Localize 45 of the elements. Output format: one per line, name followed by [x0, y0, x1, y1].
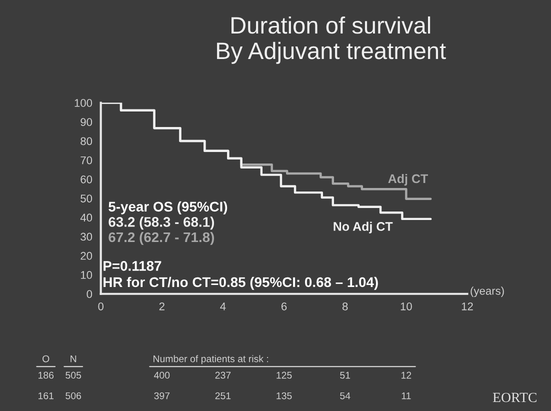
- annotation: HR for CT/no CT=0.85 (95%CI: 0.68 – 1.04): [104, 276, 378, 290]
- y-tick-label: 80: [80, 137, 92, 146]
- text: Number of patients at risk :: [154, 355, 268, 364]
- y-tick-label: 90: [80, 118, 92, 126]
- y-tick-label: 10: [80, 271, 92, 279]
- annotation: P=0.1187: [104, 261, 162, 271]
- y-tick-label: 100: [74, 99, 92, 107]
- text: 51: [340, 372, 350, 379]
- y-tick-label: 40: [80, 214, 92, 222]
- y-tick-label: 0: [86, 290, 92, 298]
- x-tick-label: 2: [159, 302, 164, 310]
- text: 186: [38, 372, 54, 379]
- y-tick-label: 30: [80, 232, 92, 241]
- annotation: 5-year OS (95%CI): [108, 201, 228, 214]
- text: O: [42, 355, 50, 362]
- text: 251: [215, 392, 231, 400]
- x-tick-label: 4: [220, 302, 226, 310]
- series-label: Adj CT: [388, 174, 428, 186]
- y-tick-label: 20: [80, 252, 92, 260]
- chart-title: Duration of survival By Adjuvant treatment: [217, 16, 446, 64]
- annotation: 63.2 (58.3 - 68.1): [108, 216, 214, 230]
- text: 237: [215, 372, 231, 379]
- x-axis-title: (years): [470, 286, 504, 297]
- text: 400: [154, 372, 170, 379]
- y-tick-label: 60: [80, 175, 92, 184]
- x-tick-label: 6: [282, 302, 287, 310]
- text: N: [70, 355, 76, 362]
- text: EORTC: [492, 392, 536, 402]
- text: 397: [154, 392, 170, 400]
- text: 506: [66, 392, 82, 400]
- y-tick-label: 70: [80, 156, 92, 164]
- text: 54: [340, 392, 350, 400]
- x-tick-label: 8: [342, 302, 348, 310]
- annotation: 67.2 (62.7 - 71.8): [108, 232, 214, 245]
- text: 505: [66, 372, 82, 379]
- series-label: No Adj CT: [334, 222, 393, 234]
- text: 11: [402, 392, 411, 400]
- x-tick-label: 0: [98, 302, 104, 310]
- x-tick-label: 12: [462, 302, 473, 310]
- x-tick-label: 10: [400, 302, 412, 310]
- text: 12: [402, 372, 412, 379]
- text: 161: [38, 392, 54, 400]
- text: 135: [276, 392, 292, 400]
- y-tick-label: 50: [80, 194, 92, 202]
- text: 125: [276, 372, 292, 379]
